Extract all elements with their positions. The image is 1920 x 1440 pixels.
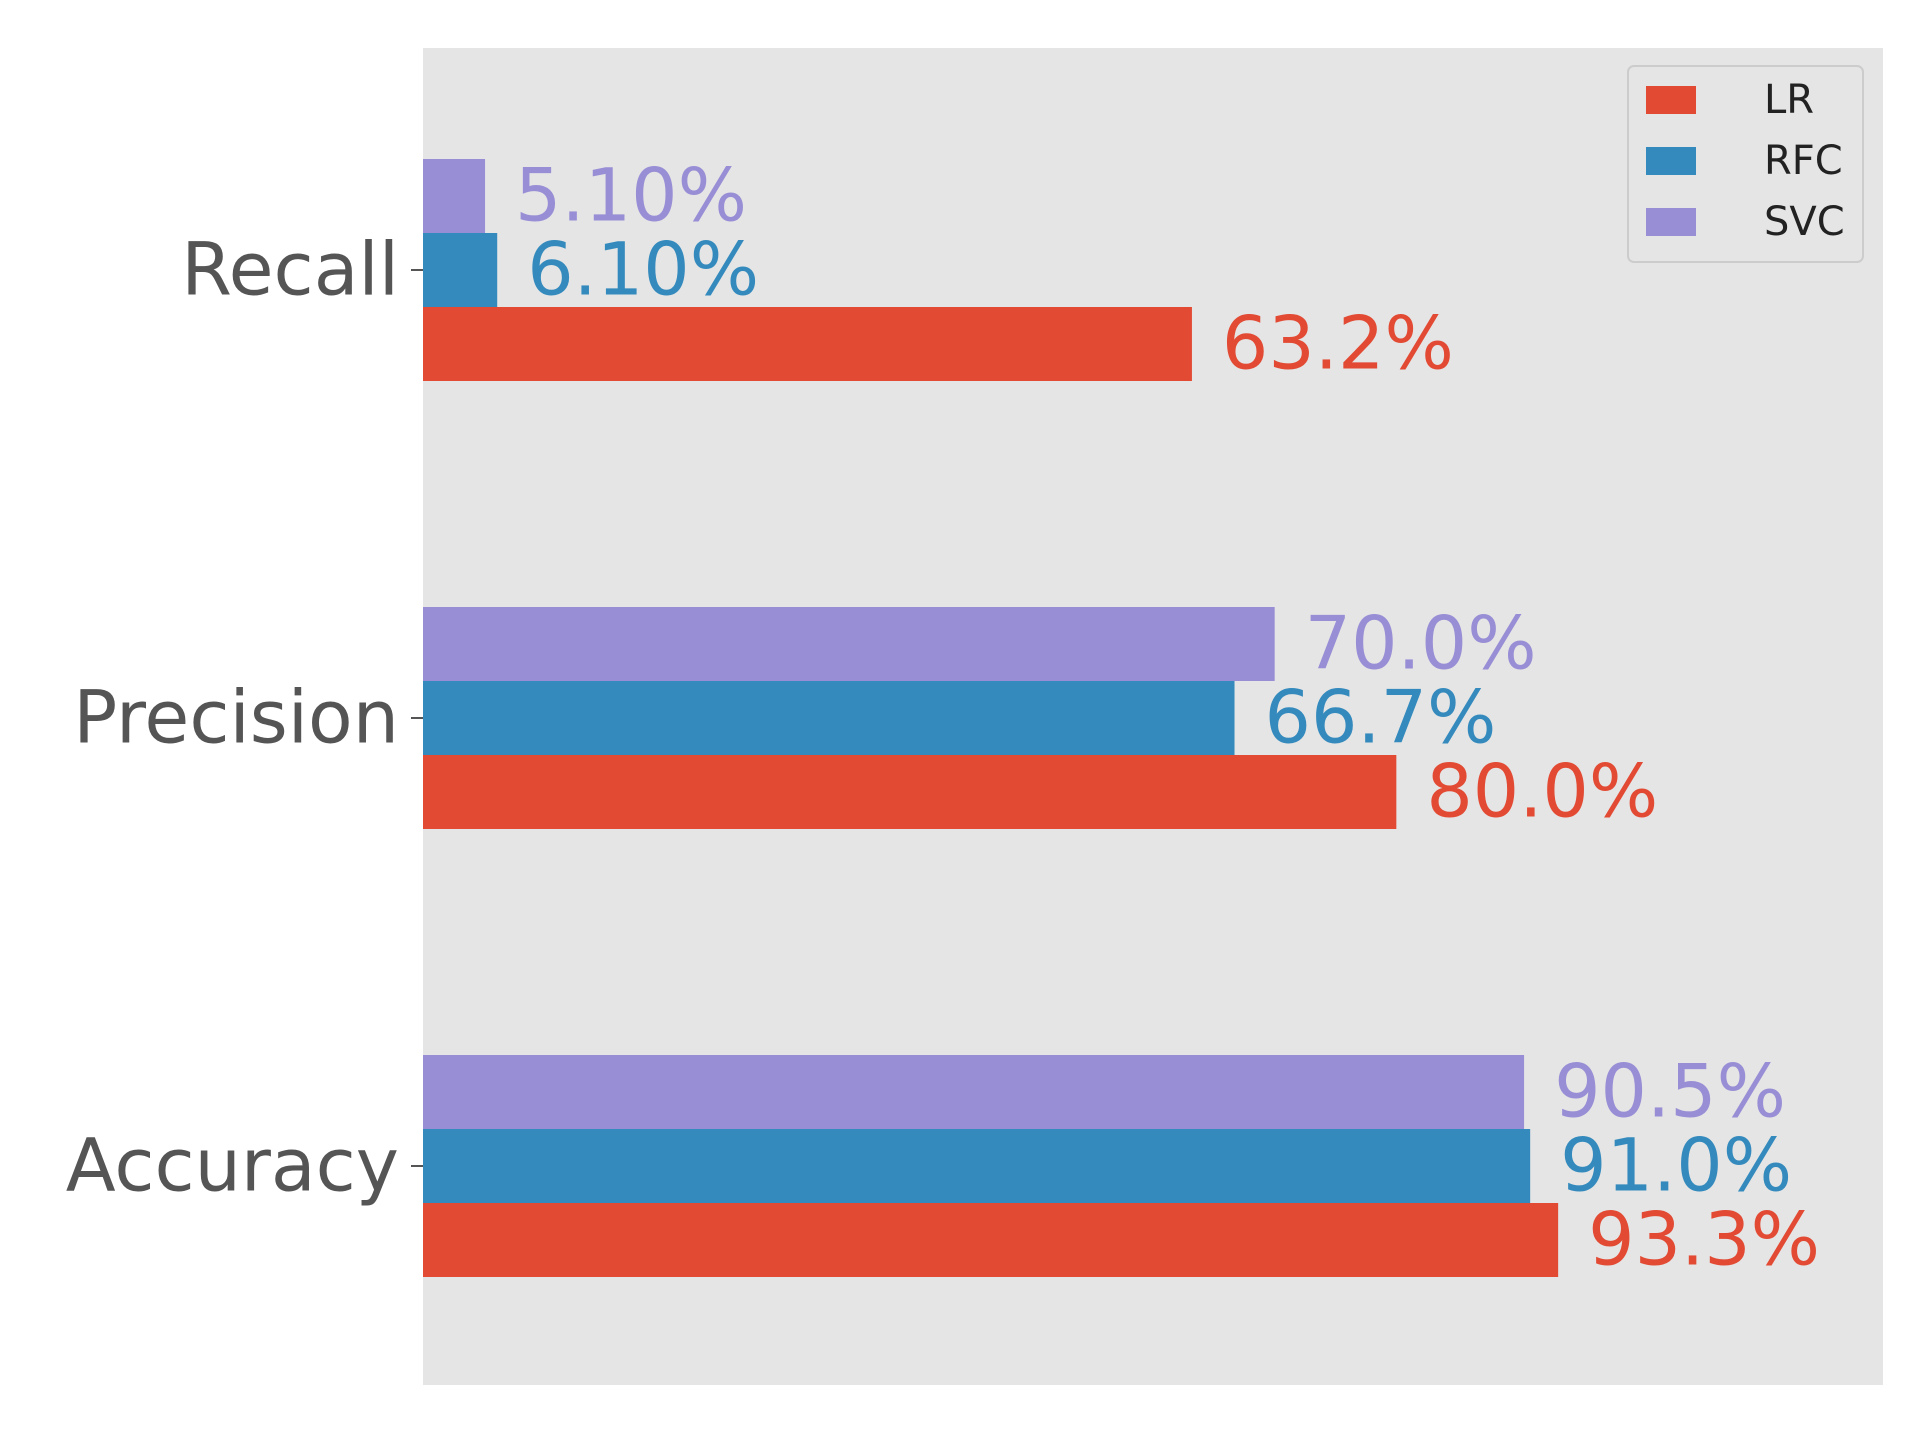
bar-rfc-recall [423, 233, 498, 307]
bar-lr-recall [423, 307, 1192, 381]
legend-swatch-svc [1646, 208, 1696, 236]
bar-svc-recall [423, 159, 486, 233]
value-labels-layer: 63.2% 6.10%5.10% 80.0%66.7%70.0% 93.3%91.0%… [515, 154, 1820, 1283]
bar-svc-accuracy [423, 1055, 1525, 1129]
value-label-rfc-recall: 6.10% [527, 228, 759, 313]
legend-swatch-lr [1646, 86, 1696, 114]
bar-lr-accuracy [423, 1203, 1559, 1277]
legend: LR RFC SVC [1627, 65, 1864, 263]
legend-label-svc: SVC [1764, 199, 1845, 245]
value-label-svc-precision: 70.0% [1305, 602, 1537, 687]
bars-layer [423, 159, 1559, 1277]
bar-rfc-precision [423, 681, 1235, 755]
value-label-lr-accuracy: 93.3% [1588, 1198, 1820, 1283]
value-label-rfc-precision: 66.7% [1265, 676, 1497, 761]
legend-swatch-rfc [1646, 147, 1696, 175]
legend-label-lr: LR [1764, 77, 1814, 123]
y-tick-label-accuracy: Accuracy [66, 1124, 399, 1209]
value-label-lr-precision: 80.0% [1426, 750, 1658, 835]
bar-rfc-accuracy [423, 1129, 1531, 1203]
value-label-svc-accuracy: 90.5% [1554, 1050, 1786, 1135]
bar-svc-precision [423, 607, 1275, 681]
value-label-lr-recall: 63.2% [1222, 302, 1454, 387]
value-label-svc-recall: 5.10% [515, 154, 747, 239]
y-axis: Recall Precision Accuracy [66, 228, 423, 1209]
y-tick-label-precision: Precision [73, 676, 399, 761]
value-label-rfc-accuracy: 91.0% [1560, 1124, 1792, 1209]
y-tick-label-recall: Recall [181, 228, 399, 313]
legend-label-rfc: RFC [1764, 138, 1843, 184]
bar-lr-precision [423, 755, 1397, 829]
